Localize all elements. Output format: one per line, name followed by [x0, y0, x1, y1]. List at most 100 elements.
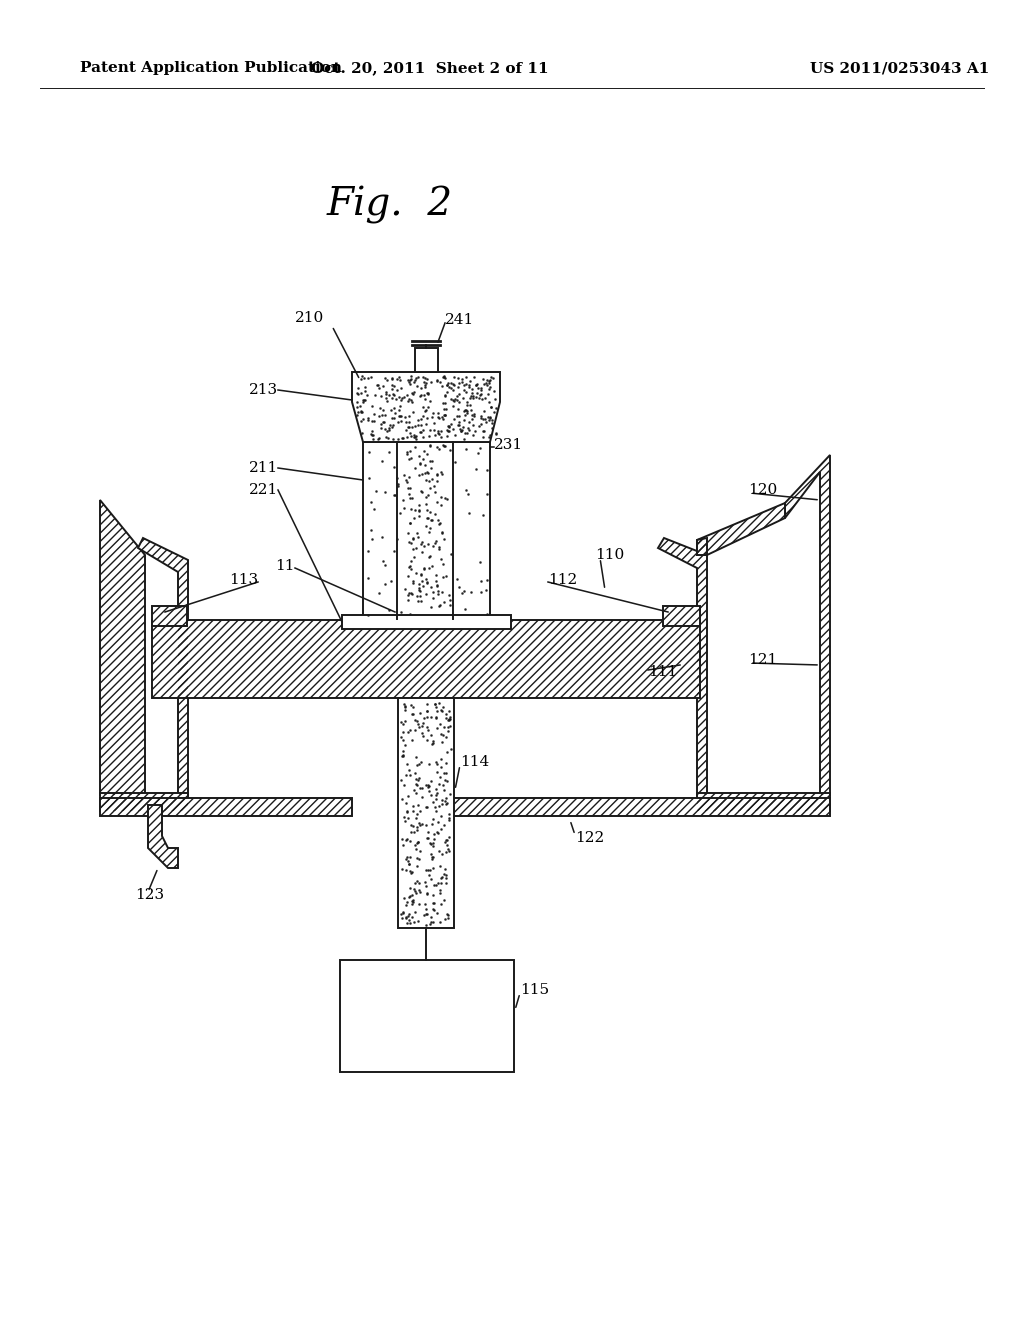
- Point: [438, 788, 455, 809]
- Point: [394, 834, 411, 855]
- Bar: [152, 620, 700, 698]
- Point: [404, 816, 421, 837]
- Point: [403, 425, 420, 446]
- Point: [402, 440, 419, 461]
- Point: [430, 822, 446, 843]
- Point: [401, 388, 418, 409]
- Point: [472, 437, 488, 458]
- Point: [417, 400, 433, 421]
- Point: [436, 791, 453, 812]
- Point: [406, 796, 422, 817]
- Point: [478, 372, 495, 393]
- Point: [407, 437, 423, 458]
- Point: [388, 467, 404, 488]
- Point: [423, 510, 439, 531]
- Point: [425, 899, 441, 920]
- Point: [364, 411, 380, 432]
- Bar: [152, 606, 187, 626]
- Point: [426, 413, 442, 434]
- Point: [443, 389, 460, 411]
- Point: [429, 902, 445, 923]
- Point: [418, 899, 434, 920]
- Point: [436, 392, 453, 413]
- Point: [423, 843, 439, 865]
- Point: [435, 566, 452, 587]
- Text: 112: 112: [548, 573, 578, 587]
- Point: [394, 903, 411, 924]
- Point: [472, 413, 488, 434]
- Point: [384, 375, 400, 396]
- Point: [466, 405, 482, 426]
- Point: [409, 562, 425, 583]
- Point: [420, 821, 436, 842]
- Point: [418, 568, 434, 589]
- Point: [349, 404, 366, 425]
- Point: [461, 375, 477, 396]
- Point: [415, 426, 431, 447]
- Point: [378, 381, 394, 403]
- Point: [418, 399, 434, 420]
- Point: [463, 400, 479, 421]
- Point: [412, 702, 428, 723]
- Point: [457, 380, 473, 401]
- Text: 121: 121: [748, 653, 777, 667]
- Point: [412, 801, 428, 822]
- Point: [354, 408, 371, 429]
- Bar: [406, 440, 449, 622]
- Point: [386, 484, 402, 506]
- Point: [434, 793, 451, 814]
- Point: [425, 847, 441, 869]
- Point: [422, 907, 438, 928]
- Point: [353, 411, 370, 432]
- Point: [404, 894, 421, 915]
- Point: [456, 429, 472, 450]
- Point: [364, 492, 380, 513]
- Point: [397, 412, 414, 433]
- Point: [424, 450, 440, 471]
- Point: [407, 426, 423, 447]
- Polygon shape: [138, 539, 188, 795]
- Point: [436, 399, 453, 420]
- Point: [446, 408, 463, 429]
- Point: [403, 499, 420, 520]
- Text: 11: 11: [275, 558, 295, 573]
- Point: [476, 420, 493, 441]
- Point: [442, 413, 459, 434]
- Point: [365, 425, 381, 446]
- Point: [480, 407, 497, 428]
- Point: [409, 855, 425, 876]
- Point: [365, 396, 381, 417]
- Point: [412, 586, 428, 607]
- Point: [475, 421, 492, 442]
- Point: [453, 421, 469, 442]
- Point: [472, 550, 488, 572]
- Point: [418, 413, 434, 434]
- Point: [401, 878, 418, 899]
- Point: [415, 447, 431, 469]
- Point: [408, 539, 424, 560]
- Point: [385, 397, 401, 418]
- Point: [410, 832, 426, 853]
- Point: [401, 405, 418, 426]
- Point: [433, 548, 450, 569]
- Point: [484, 409, 501, 430]
- Point: [418, 875, 434, 896]
- Point: [426, 425, 442, 446]
- Point: [409, 816, 425, 837]
- Point: [443, 372, 460, 393]
- Point: [439, 374, 456, 395]
- Point: [404, 573, 421, 594]
- Point: [429, 492, 445, 513]
- Point: [411, 527, 427, 548]
- Point: [416, 708, 432, 729]
- Point: [441, 803, 458, 824]
- Point: [403, 487, 420, 508]
- Point: [402, 556, 419, 577]
- Point: [437, 858, 454, 879]
- Point: [442, 594, 459, 615]
- Point: [393, 378, 410, 399]
- Point: [459, 395, 475, 416]
- Point: [423, 869, 439, 890]
- Point: [418, 515, 434, 536]
- Point: [399, 417, 416, 438]
